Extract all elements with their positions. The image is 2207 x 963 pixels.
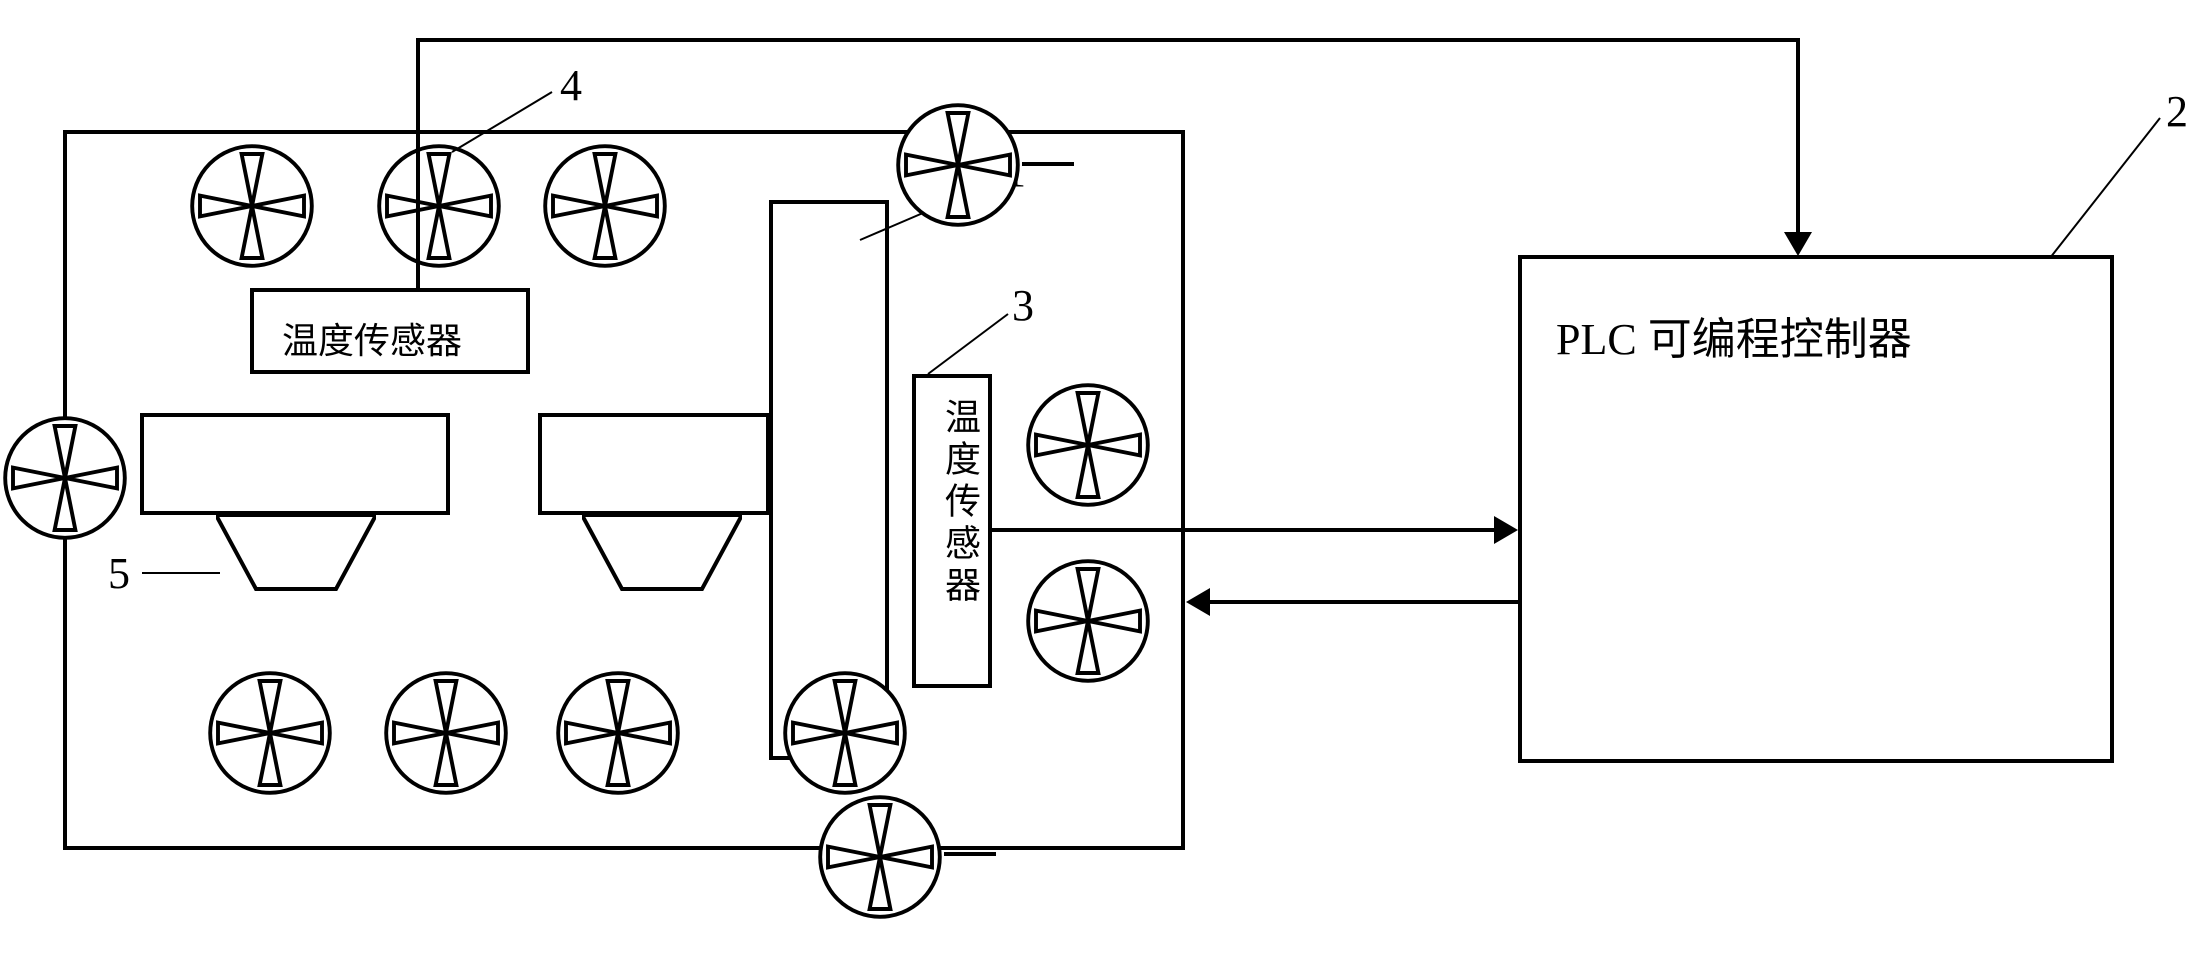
callout-3-leader — [918, 314, 1018, 389]
fan-mid-right-1 — [1023, 380, 1153, 510]
conveyor-body-left — [140, 413, 450, 515]
callout-3: 3 — [1012, 280, 1034, 331]
wire-tts-right — [416, 38, 1800, 42]
callout-5-leader — [142, 572, 220, 574]
conveyor-left-funnel — [216, 515, 376, 598]
fan-bottom-1 — [205, 668, 335, 798]
temp-sensor-top: 温度传感器 — [250, 288, 530, 374]
callout-5: 5 — [108, 548, 130, 599]
fan-top-outer — [893, 100, 1023, 230]
wire-tts-up — [416, 38, 420, 288]
fan-bottom-3 — [553, 668, 683, 798]
conveyor-right-funnel — [582, 515, 742, 598]
fan-bottom-2 — [381, 668, 511, 798]
fan-bottom-outer — [815, 792, 945, 922]
temp-sensor-right: 温度传感器 — [912, 374, 992, 688]
wire-trs-right — [992, 528, 1498, 532]
callout-4: 4 — [560, 60, 582, 111]
fan-top-outer-stub — [1022, 162, 1074, 166]
fan-mid-right-2 — [1023, 556, 1153, 686]
wire-tts-down — [1796, 38, 1800, 234]
plc-box: PLC 可编程控制器 — [1518, 255, 2114, 763]
fan-bottom-4 — [780, 668, 910, 798]
callout-2: 2 — [2166, 86, 2188, 137]
temp-sensor-top-label: 温度传感器 — [282, 312, 462, 364]
fan-top-1 — [187, 141, 317, 271]
wire-trs-arrow — [1494, 516, 1518, 544]
wire-tts-arrow — [1784, 232, 1812, 256]
wire-plc-fan — [1208, 600, 1520, 604]
callout-4-leader — [452, 92, 572, 167]
diagram-canvas: PLC 可编程控制器 2 1 温度传感器 3 温度传感器 5 — [0, 0, 2207, 963]
fan-left-outer — [0, 413, 130, 543]
fan-bottom-outer-stub — [944, 852, 996, 856]
callout-2-leader — [2050, 118, 2190, 283]
conveyor-body-right — [538, 413, 770, 515]
wire-plc-fan-arrow — [1186, 588, 1210, 616]
plc-label: PLC 可编程控制器 — [1556, 303, 1912, 367]
temp-sensor-right-label: 温度传感器 — [934, 398, 986, 608]
